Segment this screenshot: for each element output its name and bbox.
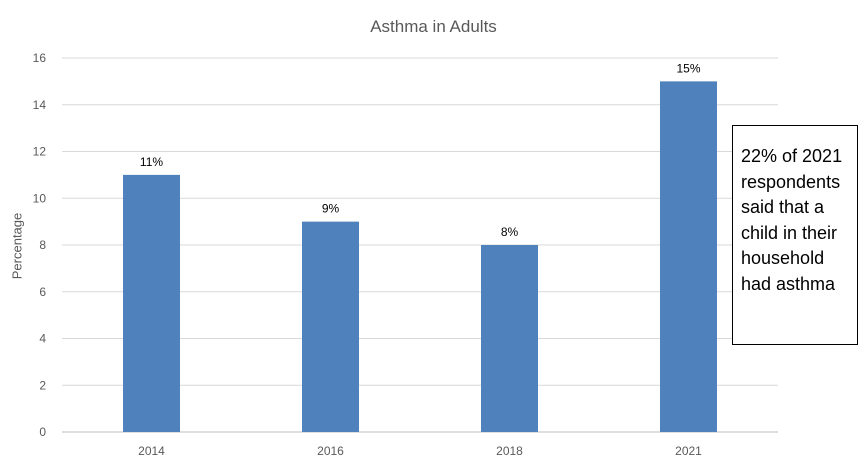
y-tick-label: 4 — [39, 332, 46, 346]
bars — [123, 81, 717, 432]
bar-2014 — [123, 174, 180, 432]
annotation-box: 22% of 2021 respondents said that a chil… — [732, 125, 858, 345]
y-tick-label: 10 — [33, 191, 47, 205]
data-label-2021: 15% — [676, 61, 700, 75]
y-tick-label: 12 — [33, 145, 47, 159]
y-tick-label: 6 — [39, 285, 46, 299]
y-tick-label: 2 — [39, 378, 46, 392]
bar-2016 — [302, 221, 359, 432]
labels: 0 2 4 6 8 10 12 14 16 11% 2014 9% 2016 8% 2018 15% 2021 — [33, 51, 703, 458]
y-tick-label: 16 — [33, 51, 47, 65]
bar-2021 — [660, 81, 717, 432]
y-tick-label: 8 — [39, 238, 46, 252]
y-tick-label: 0 — [39, 425, 46, 439]
data-label-2016: 9% — [322, 202, 340, 216]
data-label-2018: 8% — [501, 225, 519, 239]
bar-2018 — [481, 245, 538, 432]
x-tick-label-2016: 2016 — [317, 444, 344, 458]
y-tick-label: 14 — [33, 98, 47, 112]
chart-title: Asthma in Adults — [370, 17, 497, 36]
data-label-2014: 11% — [140, 155, 163, 169]
x-tick-label-2018: 2018 — [496, 444, 523, 458]
x-tick-label-2014: 2014 — [138, 444, 165, 458]
x-tick-label-2021: 2021 — [675, 444, 702, 458]
gridlines — [62, 57, 778, 433]
